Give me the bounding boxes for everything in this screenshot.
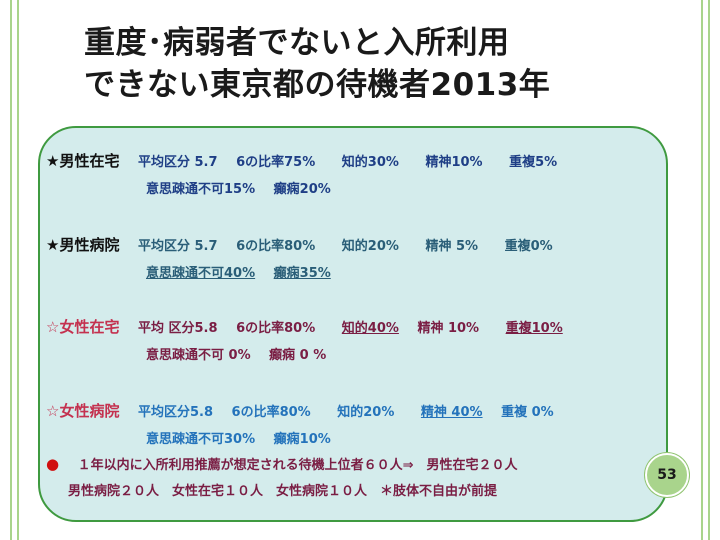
page-number-badge: 53 (645, 453, 689, 497)
female-hospital-row-2: 意思疎通不可30% 癲痫10% (146, 428, 331, 447)
left-rail-line (10, 0, 12, 540)
content-box (38, 126, 668, 522)
female-home-ratio6: 6の比率80% (236, 321, 316, 336)
female-home-row: ☆女性在宅 平均 区分5.8 6の比率80% 知的40% 精神 10% 重複10… (46, 316, 563, 337)
left-rail-line-inner (17, 0, 19, 540)
female-hospital-avg: 平均区分5.8 (137, 405, 214, 420)
male-hospital-row-2: 意思疎通不可40% 癲痫35% (146, 262, 331, 281)
male-hospital-mental: 精神 5% (425, 239, 479, 254)
male-home-mental: 精神10% (425, 155, 483, 170)
female-hospital-label: ☆女性病院 (46, 402, 120, 420)
female-home-intellectual: 知的40% (341, 321, 399, 336)
female-hospital-mental: 精神 40% (420, 405, 483, 420)
male-home-label: ★男性在宅 (46, 152, 120, 170)
male-hospital-overlap: 重複0% (504, 239, 553, 254)
female-hospital-intellectual: 知的20% (337, 405, 395, 420)
title-line-1: 重度･病弱者でないと入所利用 (84, 25, 510, 61)
female-hospital-ratio6: 6の比率80% (231, 405, 311, 420)
female-home-epilepsy: 癲痫 0 % (269, 348, 327, 363)
male-hospital-intellectual: 知的20% (341, 239, 399, 254)
female-home-communication: 意思疎通不可 0% (146, 348, 251, 363)
note-text-1: １年以内に入所利用推薦が想定される待機上位者６０人⇒ 男性在宅２０人 (77, 458, 518, 473)
male-hospital-avg: 平均区分 5.7 (137, 239, 218, 254)
male-hospital-label: ★男性病院 (46, 236, 120, 254)
female-hospital-overlap: 重複 0% (501, 405, 554, 420)
note-text-2: 男性病院２０人 女性在宅１０人 女性病院１０人 ＊肢体不自由が前提 (68, 484, 498, 499)
note-line-1: ● １年以内に入所利用推薦が想定される待機上位者６０人⇒ 男性在宅２０人 (46, 454, 518, 473)
female-home-overlap: 重複10% (505, 321, 563, 336)
title-line-2: できない東京都の待機者2013年 (84, 67, 551, 103)
male-home-overlap: 重複5% (509, 155, 558, 170)
male-home-row: ★男性在宅 平均区分 5.7 6の比率75% 知的30% 精神10% 重複5% (46, 150, 557, 171)
right-rail-line (701, 0, 703, 540)
male-home-epilepsy: 癲痫20% (273, 182, 331, 197)
note-line-2: 男性病院２０人 女性在宅１０人 女性病院１０人 ＊肢体不自由が前提 (68, 480, 497, 499)
male-hospital-row: ★男性病院 平均区分 5.7 6の比率80% 知的20% 精神 5% 重複0% (46, 234, 553, 255)
male-hospital-communication: 意思疎通不可40% (146, 266, 256, 281)
male-home-avg: 平均区分 5.7 (137, 155, 218, 170)
male-home-communication: 意思疎通不可15% (146, 182, 256, 197)
female-home-mental: 精神 10% (417, 321, 480, 336)
female-hospital-row: ☆女性病院 平均区分5.8 6の比率80% 知的20% 精神 40% 重複 0% (46, 400, 554, 421)
right-rail-line-inner (708, 0, 710, 540)
female-hospital-communication: 意思疎通不可30% (146, 432, 256, 447)
male-hospital-ratio6: 6の比率80% (236, 239, 316, 254)
female-home-row-2: 意思疎通不可 0% 癲痫 0 % (146, 344, 326, 363)
male-hospital-epilepsy: 癲痫35% (273, 266, 331, 281)
female-hospital-epilepsy: 癲痫10% (273, 432, 331, 447)
male-home-row-2: 意思疎通不可15% 癲痫20% (146, 178, 331, 197)
female-home-avg: 平均 区分5.8 (137, 321, 218, 336)
male-home-ratio6: 6の比率75% (236, 155, 316, 170)
male-home-intellectual: 知的30% (341, 155, 399, 170)
note-bullet: ● (46, 455, 60, 473)
female-home-label: ☆女性在宅 (46, 318, 120, 336)
page-title: 重度･病弱者でないと入所利用 できない東京都の待機者2013年 (84, 22, 684, 106)
page-number: 53 (657, 467, 677, 483)
